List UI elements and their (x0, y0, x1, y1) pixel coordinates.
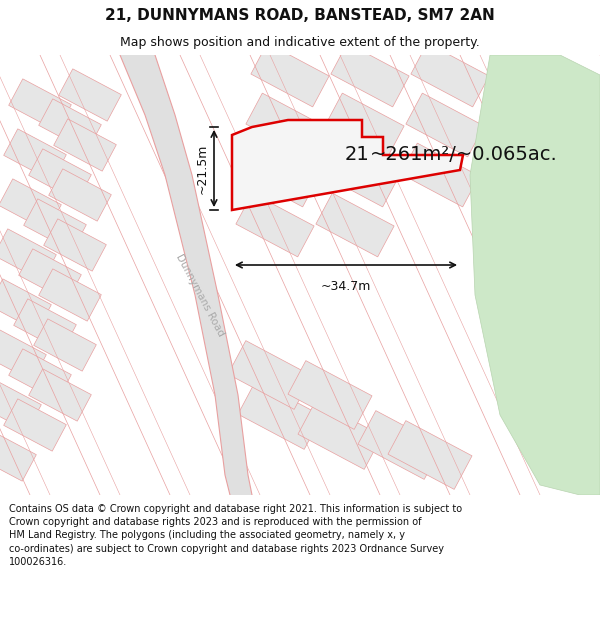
Polygon shape (0, 179, 61, 231)
Polygon shape (34, 319, 97, 371)
Polygon shape (59, 69, 121, 121)
Polygon shape (38, 99, 101, 151)
Polygon shape (0, 229, 56, 281)
Text: 21: 21 (345, 146, 370, 164)
Polygon shape (326, 93, 404, 157)
Text: ~34.7m: ~34.7m (321, 280, 371, 293)
Polygon shape (228, 341, 312, 409)
Text: Contains OS data © Crown copyright and database right 2021. This information is : Contains OS data © Crown copyright and d… (9, 504, 462, 567)
Polygon shape (14, 299, 76, 351)
Text: Map shows position and indicative extent of the property.: Map shows position and indicative extent… (120, 36, 480, 49)
Text: 21, DUNNYMANS ROAD, BANSTEAD, SM7 2AN: 21, DUNNYMANS ROAD, BANSTEAD, SM7 2AN (105, 8, 495, 23)
Polygon shape (238, 381, 322, 449)
Polygon shape (246, 93, 324, 157)
Polygon shape (120, 55, 252, 495)
Polygon shape (388, 421, 472, 489)
Polygon shape (38, 269, 101, 321)
Polygon shape (298, 401, 382, 469)
Polygon shape (0, 329, 46, 381)
Polygon shape (23, 199, 86, 251)
Polygon shape (0, 279, 52, 331)
Text: ~21.5m: ~21.5m (196, 143, 209, 194)
Polygon shape (316, 193, 394, 257)
Polygon shape (236, 193, 314, 257)
Polygon shape (358, 411, 442, 479)
Polygon shape (19, 249, 82, 301)
Polygon shape (29, 149, 91, 201)
Polygon shape (241, 143, 319, 207)
Polygon shape (251, 43, 329, 107)
Polygon shape (401, 143, 479, 207)
Text: Dunnymans Road: Dunnymans Road (174, 252, 226, 338)
Polygon shape (411, 43, 489, 107)
Polygon shape (0, 379, 41, 431)
Text: ~261m²/~0.065ac.: ~261m²/~0.065ac. (370, 146, 558, 164)
Polygon shape (406, 93, 484, 157)
Polygon shape (0, 429, 37, 481)
Polygon shape (4, 129, 67, 181)
Polygon shape (8, 349, 71, 401)
Polygon shape (44, 219, 106, 271)
Polygon shape (470, 55, 600, 495)
Polygon shape (321, 143, 399, 207)
Polygon shape (29, 369, 91, 421)
Polygon shape (331, 43, 409, 107)
Polygon shape (4, 399, 67, 451)
Polygon shape (8, 79, 71, 131)
Polygon shape (53, 119, 116, 171)
Polygon shape (49, 169, 112, 221)
Polygon shape (288, 361, 372, 429)
Polygon shape (232, 120, 463, 210)
